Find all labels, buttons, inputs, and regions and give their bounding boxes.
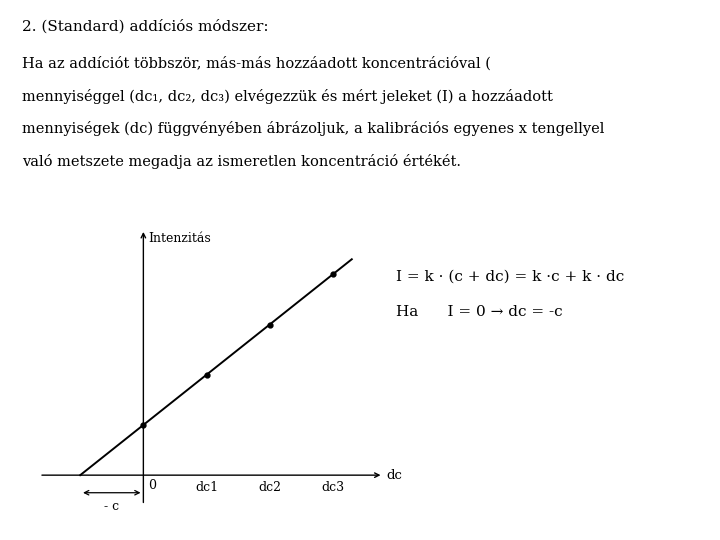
- Text: 0: 0: [148, 479, 156, 492]
- Text: dc1: dc1: [195, 481, 218, 494]
- Text: dc: dc: [387, 469, 402, 482]
- Text: való metszete megadja az ismeretlen koncentráció értékét.: való metszete megadja az ismeretlen konc…: [22, 154, 461, 169]
- Text: Intenzitás: Intenzitás: [148, 232, 211, 245]
- Text: 2. (Standard) addíciós módszer:: 2. (Standard) addíciós módszer:: [22, 19, 269, 33]
- Text: Ha      I = 0 → dc = -c: Ha I = 0 → dc = -c: [396, 305, 562, 319]
- Text: dc3: dc3: [321, 481, 344, 494]
- Text: mennyiséggel (dc₁, dc₂, dc₃) elvégezzük és mért jeleket (I) a hozzáadott: mennyiséggel (dc₁, dc₂, dc₃) elvégezzük …: [22, 89, 552, 104]
- Text: - c: - c: [104, 500, 120, 513]
- Text: dc2: dc2: [258, 481, 282, 494]
- Text: I = k · (c + dc) = k ·c + k · dc: I = k · (c + dc) = k ·c + k · dc: [396, 270, 624, 284]
- Text: mennyiségek (dc) függvényében ábrázoljuk, a kalibrációs egyenes x tengellyel: mennyiségek (dc) függvényében ábrázoljuk…: [22, 122, 604, 137]
- Text: Ha az addíciót többször, más-más hozzáadott koncentrációval (: Ha az addíciót többször, más-más hozzáad…: [22, 57, 490, 71]
